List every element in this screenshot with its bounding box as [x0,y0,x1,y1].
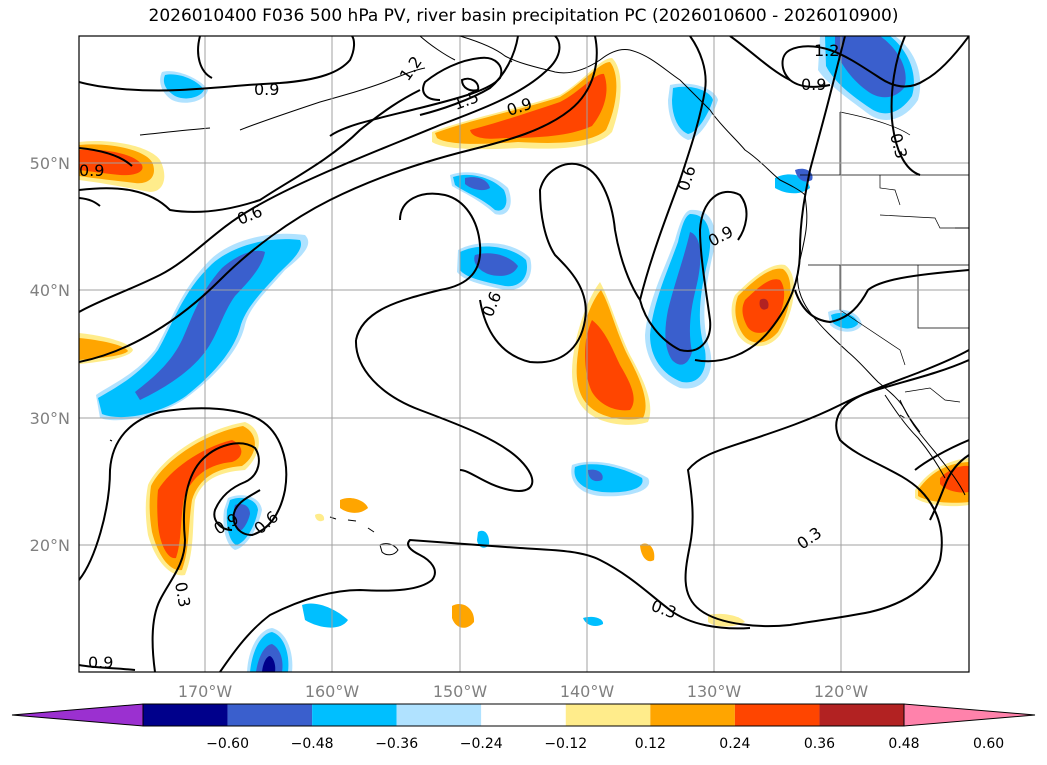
contour-label: 0.9 [254,80,279,99]
colorbar-swatch [565,704,651,726]
precip-blob-blue-bottom [247,628,293,672]
colorbar-tick-label: −0.48 [291,736,334,752]
precip-blob-orange-se [915,458,969,507]
map-title: 2026010400 F036 500 hPa PV, river basin … [148,6,899,26]
precip-blob-small-6 [640,543,655,562]
precip-blob-orange-38n [731,264,795,347]
precip-blob-blue-25n [571,461,650,497]
colorbar-tick-label: 0.60 [973,736,1004,752]
colorbar-tick-label: −0.60 [206,736,249,752]
colorbar-tick-label: −0.12 [544,736,587,752]
precip-blob-blue-land-37n [828,309,862,332]
precip-blob-blue-55n [160,71,208,103]
contour-09-ne [694,36,846,363]
contour-ne-b [729,36,791,81]
lat-label: 20°N [30,536,70,555]
contour-label: 1.2 [814,41,839,60]
lat-label: 30°N [30,409,70,428]
colorbar-swatch [650,704,735,726]
lon-label: 170°W [178,682,233,701]
contour-06-s [479,162,641,364]
precip-blob-small-5 [452,603,475,628]
contour-label: 0.9 [79,161,104,180]
contour-03-south [219,538,751,672]
lon-label: 140°W [560,682,615,701]
lon-label: 150°W [433,682,488,701]
contour-label: 0.9 [88,653,113,672]
colorbar-swatch [143,704,228,726]
contour-03-ne [890,36,921,176]
gridlines [79,36,969,672]
colorbar-swatch [819,704,904,726]
lon-label: 160°W [305,682,360,701]
colorbar-tick-label: 0.48 [888,736,919,752]
contour-label: 0.9 [801,75,826,94]
precip-blob-blue-band [96,233,309,421]
colorbar-swatch [396,704,482,726]
map-plot-area: 0.9 0.6 0.9 1.2 1.5 0.9 0.6 0.9 0.6 0.6 … [79,36,969,672]
contour-09-nw [79,36,356,92]
borders [800,111,969,403]
precip-blob-west-50n [79,140,165,192]
contour-09-main [79,36,598,363]
contour-03-far-se-b [914,439,969,471]
colorbar-extend-max [903,703,1036,727]
precip-shading [79,36,969,672]
lat-tick-labels: 50°N 40°N 30°N 20°N [30,154,70,555]
precip-blob-small-2 [340,497,368,513]
colorbar: −0.60 −0.48 −0.36 −0.24 −0.12 0.12 0.24 0.36 0.4… [11,703,1036,752]
colorbar-tick-label: 0.36 [804,736,835,752]
precip-blob-orange-35n [572,282,651,425]
lon-tick-labels: 170°W 160°W 150°W 140°W 130°W 120°W [178,682,869,701]
contour-03-loop [354,339,534,492]
precip-blob-small-4 [477,530,490,548]
contour-06-coast [639,36,707,301]
precip-blob-small-3 [315,513,325,522]
lat-label: 50°N [30,154,70,173]
contour-label: 0.3 [171,580,194,608]
colorbar-extend-min [11,703,144,727]
coastlines [109,36,966,556]
lon-label: 120°W [814,682,869,701]
precip-blob-small-1 [302,603,348,628]
contour-03-sw [79,664,136,671]
precip-blob-blue-48n [450,172,511,215]
contour-06-cyclone [79,407,288,581]
colorbar-tick-label: −0.36 [375,736,418,752]
lon-label: 130°W [687,682,742,701]
contour-03-se [684,349,969,628]
map-frame [78,35,970,673]
contour-09-left [79,147,133,207]
precip-blob-cyclone [145,422,262,576]
contour-06-mid [355,192,482,341]
colorbar-tick-label: −0.24 [460,736,503,752]
contour-03-land [794,269,969,324]
precip-blob-orange-53n [432,58,621,150]
contour-15 [460,77,480,92]
colorbar-tick-label: 0.24 [719,736,750,752]
lat-label: 40°N [30,281,70,300]
pv-contours [79,36,969,672]
contour-09-cyclone [151,442,260,672]
colorbar-frame [142,703,905,727]
contour-12 [329,56,503,137]
colorbar-tick-label: 0.12 [635,736,666,752]
contour-12b [419,36,519,116]
colorbar-swatch [481,704,566,726]
colorbar-swatch [312,704,397,726]
contour-09-nw-b [197,36,213,79]
colorbar-swatch [227,704,313,726]
colorbar-swatch [734,704,820,726]
contour-06-main [79,36,561,313]
precip-blob-blue-42n [457,243,532,291]
contour-09-coast [639,190,748,352]
contour-03-far-se [929,454,969,521]
precip-blob-west-35n [79,333,133,364]
precip-blob-blue-ne [818,36,921,120]
precip-blob-small-7 [583,616,604,626]
